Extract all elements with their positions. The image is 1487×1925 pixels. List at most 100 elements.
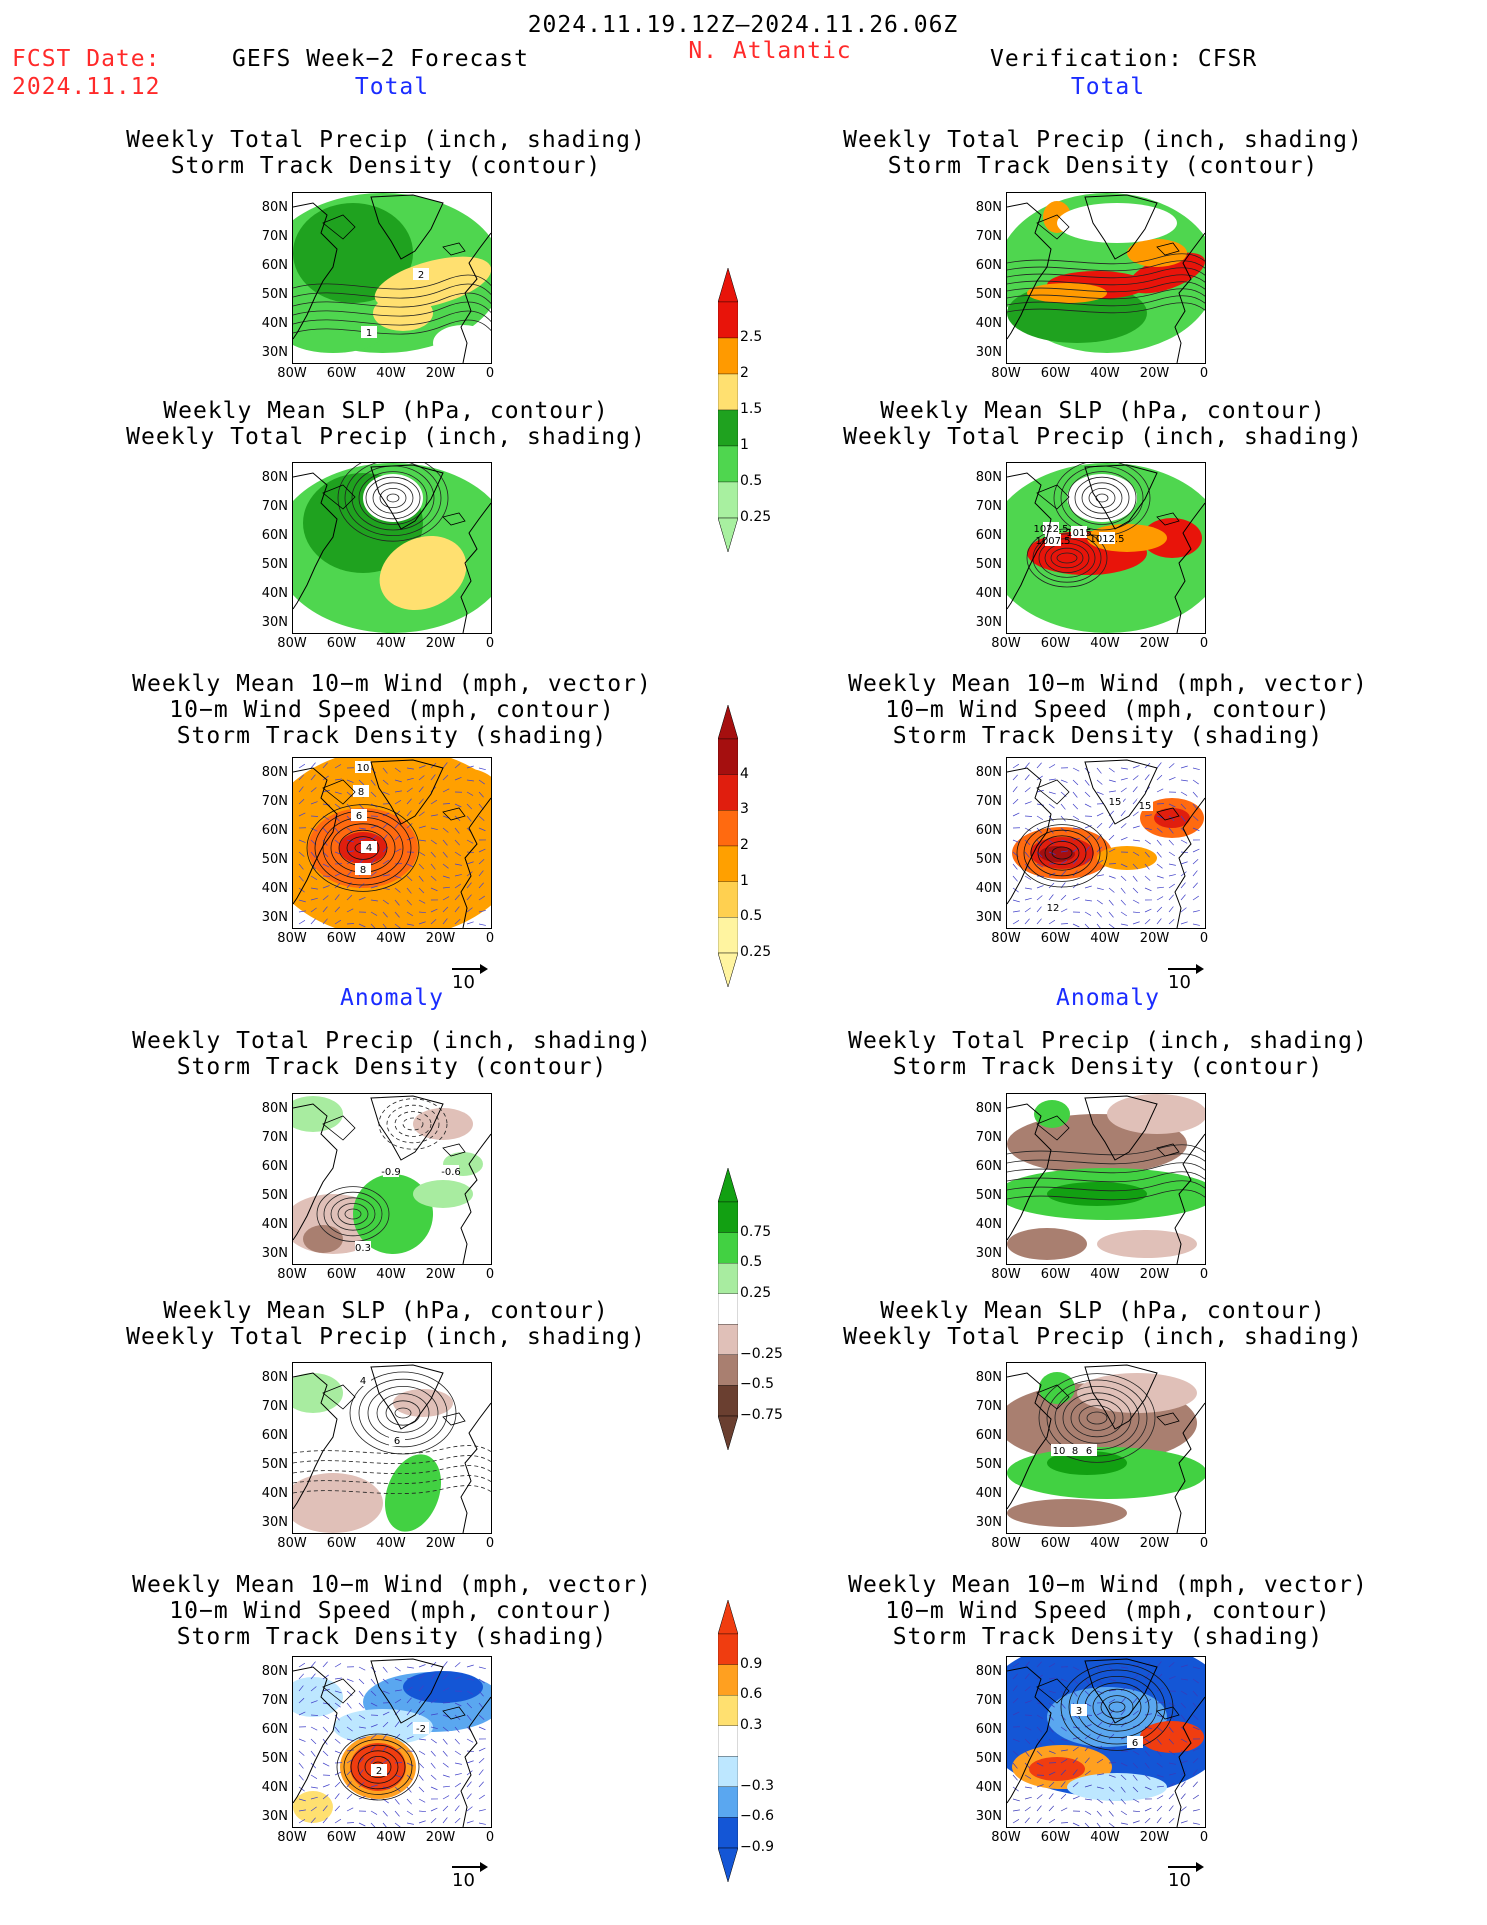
wind-vector <box>478 870 484 877</box>
colorbar-precip-anom: 0.75 0.5 0.25 −0.25 −0.5 −0.75 <box>718 1168 783 1450</box>
wind-vector <box>1048 1677 1056 1680</box>
wind-vector <box>442 1774 450 1778</box>
wind-vector <box>1132 875 1138 882</box>
iceland-coastline <box>1156 807 1180 821</box>
contour-label-bg <box>1071 526 1087 538</box>
title-line: Weekly Total Precip (inch, shading) <box>843 1324 1363 1350</box>
longitude-tick-label: 40W <box>376 636 406 651</box>
wind-vector <box>370 1810 378 1815</box>
wind-vector <box>1144 827 1152 831</box>
wind-vector <box>1012 1774 1018 1781</box>
wind-vector <box>394 767 401 773</box>
contour-line <box>1078 1405 1116 1431</box>
wind-vector <box>1024 918 1030 925</box>
wind-vector <box>346 870 353 877</box>
contour-line <box>358 471 428 525</box>
wind-vector <box>1168 894 1174 901</box>
wind-vector <box>478 779 485 785</box>
wind-vector <box>1048 778 1056 781</box>
wind-vector <box>430 1726 438 1730</box>
latitude-tick-label: 60N <box>261 528 288 543</box>
colorbar-segment <box>718 738 738 775</box>
iceland-coastline <box>1156 1412 1180 1426</box>
wind-vector <box>1060 1726 1067 1732</box>
colorbar-label: −0.75 <box>740 1407 783 1423</box>
wind-vector <box>442 886 450 889</box>
wind-vector <box>454 1818 461 1824</box>
wind-vector <box>1024 907 1031 913</box>
colorbar-label: 1.5 <box>740 401 763 417</box>
latitude-tick-label: 70N <box>975 499 1002 514</box>
wind-vector <box>1120 1822 1128 1825</box>
europe-africa-coastline <box>460 502 491 633</box>
longitude-tick-label: 80W <box>277 1830 307 1845</box>
wind-vector <box>1036 1674 1043 1680</box>
wind-vector <box>334 791 342 795</box>
colorbar-segment <box>718 1756 738 1788</box>
colorbar-bottom-triangle <box>718 1847 738 1882</box>
contour-line <box>1007 1189 1205 1201</box>
iceland-coastline <box>442 1412 466 1426</box>
shaded-area <box>379 536 467 610</box>
wind-vector <box>346 1702 352 1709</box>
iceland-coastline <box>442 1706 466 1720</box>
wind-vector <box>1192 1726 1200 1731</box>
wind-vector <box>370 1702 378 1707</box>
wind-vector <box>322 1805 328 1812</box>
wind-vector <box>1132 911 1141 914</box>
wind-vector <box>1108 790 1116 793</box>
baffin-island-coastline <box>1036 1678 1070 1704</box>
wind-vector <box>1180 1738 1188 1743</box>
wind-vector <box>1084 803 1092 808</box>
wind-vector <box>430 1774 437 1780</box>
wind-vector <box>1084 1702 1092 1707</box>
wind-vector <box>1180 921 1188 925</box>
wind-vector <box>1048 1805 1054 1812</box>
title-line: Weekly Total Precip (inch, shading) <box>848 1028 1368 1054</box>
wind-vector <box>406 1676 414 1680</box>
wind-vector <box>442 1726 449 1732</box>
wind-vector <box>406 1722 413 1728</box>
wind-vector <box>1192 910 1200 913</box>
longitude-tick-label: 60W <box>1040 1267 1071 1282</box>
wind-vector <box>442 1673 449 1680</box>
date-range-title: 2024.11.19.12Z—2024.11.26.06Z <box>527 12 959 38</box>
wind-vector <box>1180 894 1186 901</box>
wind-vector <box>310 1806 317 1812</box>
wind-vector <box>418 786 424 793</box>
contour-label: -0.9 <box>381 1167 401 1178</box>
wind-vector <box>406 923 414 926</box>
colorbar-label: 0.3 <box>740 1716 763 1733</box>
latitude-tick-label: 30N <box>975 1246 1002 1261</box>
contour-line <box>1081 482 1123 514</box>
shaded-area <box>1047 1182 1147 1206</box>
wind-vector <box>370 911 378 916</box>
wind-vector <box>1132 921 1140 925</box>
longitude-tick-label: 60W <box>1040 366 1071 381</box>
longitude-tick-label: 0 <box>485 366 495 381</box>
title-line: Weekly Mean SLP (hPa, contour) <box>163 1298 609 1324</box>
colorbar-label: 3 <box>740 801 749 818</box>
wind-vector <box>1012 899 1020 903</box>
map-canvas: 15 15 12 <box>1007 758 1205 928</box>
wind-vector <box>442 918 448 925</box>
longitude-tick-label: 0 <box>1199 1267 1209 1282</box>
wind-vector <box>1168 1750 1176 1756</box>
wind-vector <box>466 882 472 889</box>
wind-vector <box>1108 899 1114 906</box>
wind-vector <box>454 803 462 808</box>
wind-vector <box>1072 1736 1080 1740</box>
wind-vector <box>394 887 401 893</box>
wind-vector <box>466 791 474 796</box>
shaded-area <box>293 313 383 353</box>
wind-vector <box>466 871 473 877</box>
wind-vector <box>430 799 438 805</box>
section-anomaly-right: Anomaly <box>1056 985 1160 1011</box>
wind-vector <box>298 875 304 882</box>
wind-vector <box>1108 923 1115 928</box>
colorbar-track-anom: 0.9 0.6 0.3 −0.3 −0.6 −0.9 <box>718 1600 774 1882</box>
wind-vector <box>1036 863 1044 868</box>
wind-vector <box>478 859 485 865</box>
shaded-area <box>1077 1373 1197 1413</box>
contour-label: 12 <box>1047 903 1060 914</box>
